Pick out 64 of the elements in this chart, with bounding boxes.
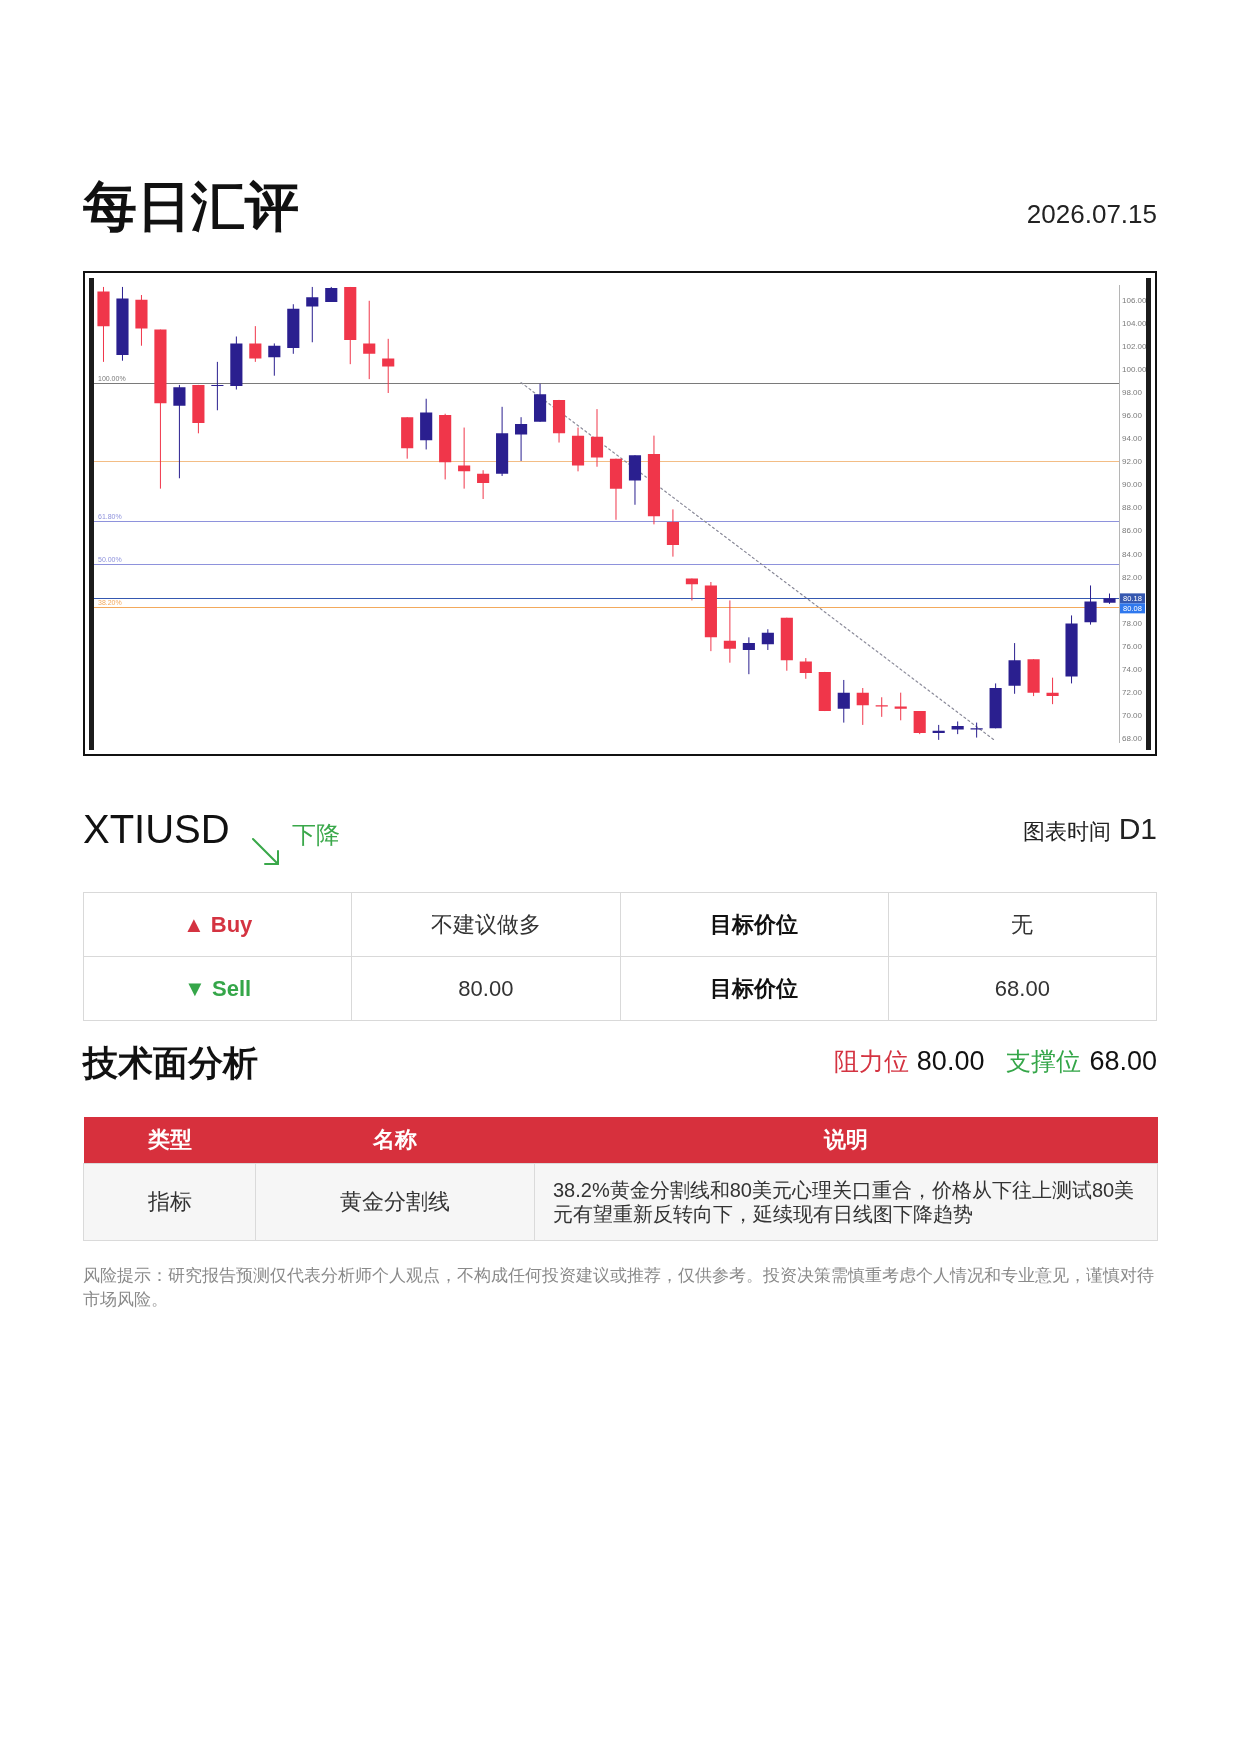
text: 技术面分析	[83, 1043, 258, 1083]
y-tick-label: 78.00	[1122, 618, 1143, 628]
text: 图表时间	[1022, 819, 1111, 844]
text: 80.00	[351, 956, 620, 1021]
chart-title: 每日汇评	[83, 176, 299, 236]
y-tick-label: 88.00	[1122, 503, 1143, 513]
y-tick-label: 86.00	[1122, 526, 1143, 536]
text: ▲ Buy	[83, 892, 352, 957]
y-tick-label: 74.00	[1122, 664, 1143, 674]
candlestick	[173, 384, 186, 479]
candlestick	[875, 696, 888, 718]
text: 80.00	[916, 1046, 985, 1076]
text: 不建议做多	[351, 892, 620, 957]
y-tick-label: 72.00	[1122, 687, 1143, 697]
chart-subtitle: 2026.07.15	[1026, 198, 1157, 231]
candlestick	[590, 408, 604, 468]
candlestick	[382, 338, 395, 394]
y-tick-label: 92.00	[1122, 457, 1143, 467]
candlestick	[1084, 584, 1097, 626]
candlestick	[363, 300, 376, 380]
candlestick	[306, 286, 319, 343]
y-tick-label: 76.00	[1122, 641, 1143, 651]
text: ▼ Sell	[83, 956, 352, 1021]
text: 目标价位	[620, 892, 889, 957]
candlestick	[913, 710, 926, 735]
y-tick-label: 68.00	[1122, 733, 1143, 743]
text: 风险提示：研究报告预测仅代表分析师个人观点，不构成任何投资建议或推荐，仅供参考。投资决策需慎重考虑个人情况和专业意见，谨慎对待市场风险。	[83, 1265, 1155, 1311]
candlestick	[477, 469, 490, 500]
y-tick-label: 82.00	[1122, 572, 1143, 582]
y-tick-label: 96.00	[1122, 411, 1143, 421]
text: 名称	[255, 1117, 535, 1164]
candlestick	[894, 692, 907, 721]
y-tick-label: 104.00	[1122, 319, 1148, 329]
candlestick	[249, 325, 262, 363]
y-tick-label: 84.00	[1122, 549, 1143, 559]
y-tick-label: 90.00	[1122, 480, 1143, 490]
candlestick	[742, 636, 755, 675]
text: D1	[1118, 812, 1157, 845]
candlestick	[1046, 677, 1059, 705]
text: 指标	[83, 1163, 256, 1241]
candlestick	[268, 342, 281, 377]
y-tick-label: 70.00	[1122, 710, 1143, 720]
candlestick	[837, 679, 850, 724]
candlestick	[761, 628, 774, 651]
text: 38.2%黄金分割线和80美元心理关口重合，价格从下往上测试80美元有望重新反转向下，延续现有日线图下降趋势	[534, 1163, 1158, 1241]
y-tick-label: 106.00	[1122, 295, 1148, 305]
text: 黄金分割线	[255, 1163, 535, 1241]
text: XTIUSD	[83, 806, 230, 853]
candlestick	[856, 687, 869, 726]
candlestick	[799, 657, 812, 680]
text: 无	[888, 892, 1157, 957]
y-tick-label: 94.00	[1122, 434, 1143, 444]
text: 类型	[83, 1117, 256, 1164]
candlestick	[666, 508, 680, 558]
y-tick-label: 100.00	[1122, 365, 1148, 375]
text: 说明	[534, 1117, 1158, 1164]
candlestick	[723, 599, 736, 664]
y-tick-label: 98.00	[1122, 388, 1143, 398]
candlestick	[515, 416, 528, 462]
text: 支撑位	[1006, 1047, 1082, 1075]
y-tick-label: 102.00	[1122, 342, 1148, 352]
text: 下降	[292, 820, 340, 850]
text: 阻力位	[833, 1047, 909, 1075]
text: 目标价位	[620, 956, 889, 1021]
